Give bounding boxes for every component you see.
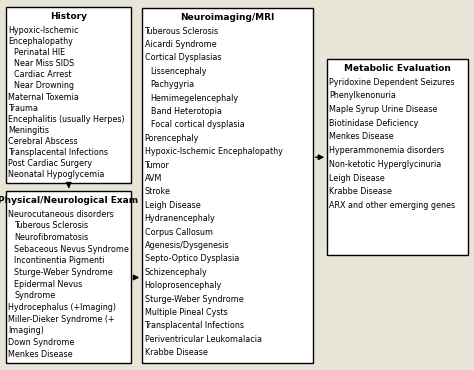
Text: Trauma: Trauma bbox=[8, 104, 38, 112]
Text: History: History bbox=[50, 12, 87, 21]
Text: Maternal Toxemia: Maternal Toxemia bbox=[8, 92, 79, 101]
Text: Pyridoxine Dependent Seizures: Pyridoxine Dependent Seizures bbox=[329, 78, 455, 87]
Text: Band Heterotopia: Band Heterotopia bbox=[151, 107, 222, 116]
Text: Hypoxic-Ischemic Encephalopathy: Hypoxic-Ischemic Encephalopathy bbox=[145, 147, 283, 156]
Text: Agenesis/Dysgenesis: Agenesis/Dysgenesis bbox=[145, 241, 229, 250]
Text: Phenylkenonuria: Phenylkenonuria bbox=[329, 91, 396, 100]
Text: Aicardi Syndrome: Aicardi Syndrome bbox=[145, 40, 216, 49]
Text: Sebaceous Nevus Syndrome: Sebaceous Nevus Syndrome bbox=[14, 245, 129, 254]
Text: Pachygyria: Pachygyria bbox=[151, 80, 195, 89]
Text: ARX and other emerging genes: ARX and other emerging genes bbox=[329, 201, 456, 210]
Text: Corpus Callosum: Corpus Callosum bbox=[145, 228, 212, 236]
Text: Tuberous Sclerosis: Tuberous Sclerosis bbox=[145, 27, 219, 36]
Text: Near Miss SIDS: Near Miss SIDS bbox=[14, 59, 74, 68]
Text: Near Drowning: Near Drowning bbox=[14, 81, 74, 90]
Text: Cortical Dysplasias: Cortical Dysplasias bbox=[145, 53, 221, 63]
Text: Physical/Neurological Exam: Physical/Neurological Exam bbox=[0, 196, 138, 205]
Text: Meningitis: Meningitis bbox=[8, 126, 49, 135]
Text: Transplacental Infections: Transplacental Infections bbox=[145, 321, 245, 330]
Text: Multiple Pineal Cysts: Multiple Pineal Cysts bbox=[145, 308, 228, 317]
Text: Incontinentia Pigmenti: Incontinentia Pigmenti bbox=[14, 256, 105, 265]
Text: Perinatal HIE: Perinatal HIE bbox=[14, 48, 65, 57]
Text: Tumor: Tumor bbox=[145, 161, 169, 169]
Text: Down Syndrome: Down Syndrome bbox=[8, 338, 74, 347]
Text: Transplacental Infections: Transplacental Infections bbox=[8, 148, 108, 157]
Text: Hyperammonemia disorders: Hyperammonemia disorders bbox=[329, 146, 445, 155]
Text: Tuberous Sclerosis: Tuberous Sclerosis bbox=[14, 222, 88, 231]
Text: Neonatal Hypoglycemia: Neonatal Hypoglycemia bbox=[8, 170, 104, 179]
Text: Encephalopathy: Encephalopathy bbox=[8, 37, 73, 46]
Text: Miller-Dieker Syndrome (+: Miller-Dieker Syndrome (+ bbox=[8, 315, 115, 324]
Text: Krabbe Disease: Krabbe Disease bbox=[145, 348, 208, 357]
Text: Krabbe Disease: Krabbe Disease bbox=[329, 187, 392, 196]
Text: Cerebral Abscess: Cerebral Abscess bbox=[8, 137, 78, 146]
Text: Sturge-Weber Syndrome: Sturge-Weber Syndrome bbox=[145, 295, 243, 303]
Text: Porencephaly: Porencephaly bbox=[145, 134, 199, 143]
Text: Post Cardiac Surgery: Post Cardiac Surgery bbox=[8, 159, 92, 168]
FancyBboxPatch shape bbox=[327, 59, 468, 255]
Text: Stroke: Stroke bbox=[145, 187, 171, 196]
Text: Neurofibromatosis: Neurofibromatosis bbox=[14, 233, 89, 242]
Text: Non-ketotic Hyperglycinuria: Non-ketotic Hyperglycinuria bbox=[329, 160, 442, 169]
Text: Focal cortical dysplasia: Focal cortical dysplasia bbox=[151, 120, 245, 130]
Text: Schizencephaly: Schizencephaly bbox=[145, 268, 207, 277]
Text: Neuroimaging/MRI: Neuroimaging/MRI bbox=[180, 13, 275, 21]
Text: Lissencephaly: Lissencephaly bbox=[151, 67, 207, 76]
FancyBboxPatch shape bbox=[6, 7, 131, 183]
Text: Menkes Disease: Menkes Disease bbox=[329, 132, 394, 141]
Text: Epidermal Nevus: Epidermal Nevus bbox=[14, 280, 82, 289]
Text: Septo-Optico Dysplasia: Septo-Optico Dysplasia bbox=[145, 254, 239, 263]
Text: Neurocutaneous disorders: Neurocutaneous disorders bbox=[8, 210, 114, 219]
Text: Syndrome: Syndrome bbox=[14, 292, 55, 300]
Text: Maple Syrup Urine Disease: Maple Syrup Urine Disease bbox=[329, 105, 438, 114]
FancyBboxPatch shape bbox=[6, 191, 131, 363]
Text: Cardiac Arrest: Cardiac Arrest bbox=[14, 70, 72, 79]
Text: Hemimegelencephaly: Hemimegelencephaly bbox=[151, 94, 239, 102]
Text: Hydrocephalus (+Imaging): Hydrocephalus (+Imaging) bbox=[8, 303, 116, 312]
Text: Holoprosencephaly: Holoprosencephaly bbox=[145, 281, 222, 290]
Text: AVM: AVM bbox=[145, 174, 162, 183]
Text: Imaging): Imaging) bbox=[8, 326, 44, 336]
Text: Menkes Disease: Menkes Disease bbox=[8, 350, 73, 359]
Text: Leigh Disease: Leigh Disease bbox=[329, 174, 385, 182]
Text: Sturge-Weber Syndrome: Sturge-Weber Syndrome bbox=[14, 268, 113, 277]
Text: Leigh Disease: Leigh Disease bbox=[145, 201, 201, 210]
Text: Biotinidase Deficiency: Biotinidase Deficiency bbox=[329, 119, 419, 128]
FancyBboxPatch shape bbox=[142, 8, 313, 363]
Text: Hypoxic-Ischemic: Hypoxic-Ischemic bbox=[8, 26, 79, 35]
Text: Periventricular Leukomalacia: Periventricular Leukomalacia bbox=[145, 335, 262, 344]
Text: Metabolic Evaluation: Metabolic Evaluation bbox=[344, 64, 451, 73]
Text: Encephalitis (usually Herpes): Encephalitis (usually Herpes) bbox=[8, 115, 125, 124]
Text: Hydranencephaly: Hydranencephaly bbox=[145, 214, 215, 223]
